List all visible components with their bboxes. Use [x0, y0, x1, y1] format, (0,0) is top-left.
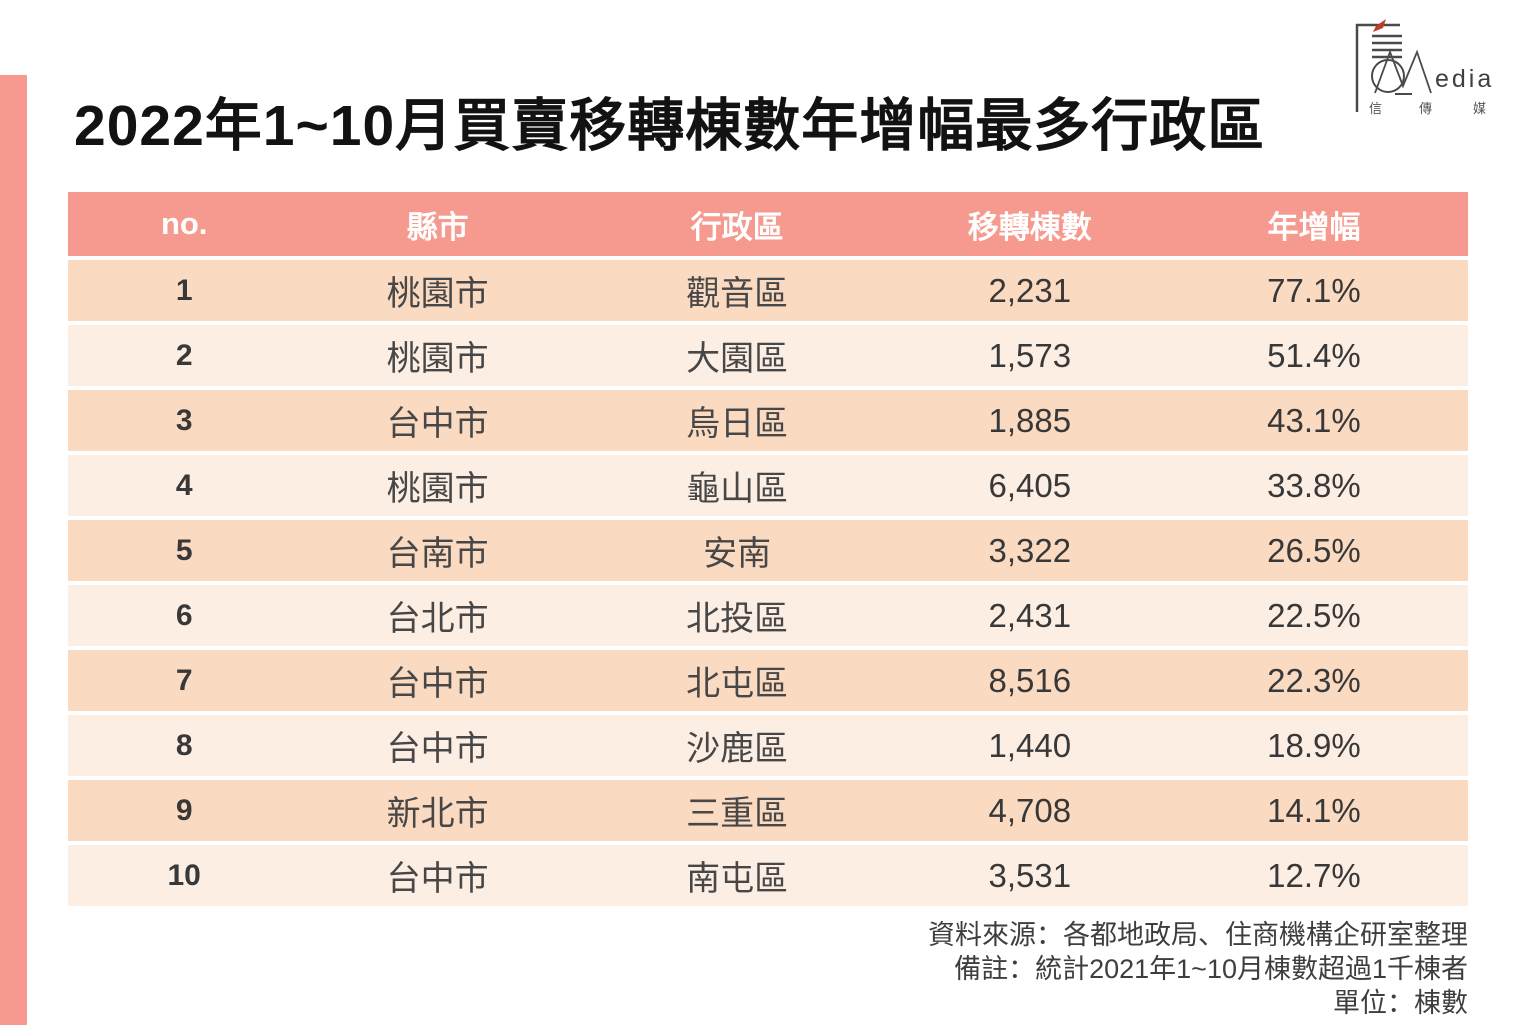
row-yoy-growth: 77.1%: [1267, 271, 1361, 309]
row-rank: 3: [175, 403, 193, 437]
row-rank: 10: [167, 858, 201, 892]
header-yoy-growth: 年增幅: [1267, 209, 1361, 245]
table-row: 2 桃園市 大園區 1,573 51.4%: [68, 325, 1468, 386]
row-rank: 6: [175, 598, 193, 632]
header-no: no.: [160, 206, 208, 241]
footnotes: 資料來源：各都地政局、住商機構企研室整理 備註：統計2021年1~10月棟數超過…: [928, 918, 1468, 1020]
table-row: 8 台中市 沙鹿區 1,440 18.9%: [68, 715, 1468, 776]
row-city: 台中市: [386, 730, 489, 768]
row-district: 安南: [703, 535, 772, 573]
table-row: 7 台中市 北屯區 8,516 22.3%: [68, 650, 1468, 711]
row-transfer-count: 3,531: [988, 856, 1072, 894]
row-city: 台中市: [386, 860, 489, 898]
row-district: 北屯區: [686, 665, 789, 703]
header-district: 行政區: [690, 209, 784, 245]
table-row: 1 桃園市 觀音區 2,231 77.1%: [68, 260, 1468, 321]
header-transfer-count: 移轉棟數: [967, 209, 1092, 245]
row-transfer-count: 3,322: [988, 531, 1072, 569]
row-rank: 9: [175, 793, 193, 827]
row-city: 台南市: [386, 535, 489, 573]
row-yoy-growth: 33.8%: [1267, 466, 1361, 504]
row-yoy-growth: 26.5%: [1267, 531, 1361, 569]
row-transfer-count: 1,573: [988, 336, 1072, 374]
row-transfer-count: 2,431: [988, 596, 1072, 634]
ranking-table: no. 縣市 行政區 移轉棟數 年增幅 1 桃園市 觀音區 2,231 77.1…: [68, 192, 1468, 910]
row-district: 觀音區: [686, 275, 789, 313]
row-district: 烏日區: [686, 405, 789, 443]
row-transfer-count: 6,405: [988, 466, 1072, 504]
logo-latin-text: edia: [1435, 65, 1494, 93]
row-city: 桃園市: [386, 470, 489, 508]
row-city: 桃園市: [386, 275, 489, 313]
page-title: 2022年1~10月買賣移轉棟數年增幅最多行政區: [74, 94, 1266, 158]
row-transfer-count: 2,231: [988, 271, 1072, 309]
logo-char-mei: 媒: [1473, 101, 1486, 116]
row-transfer-count: 4,708: [988, 791, 1072, 829]
row-district: 北投區: [686, 600, 789, 638]
row-transfer-count: 1,885: [988, 401, 1072, 439]
cmmedia-logo-icon: edia 信 傳 媒: [1355, 19, 1494, 116]
logo-char-chuan: 傳: [1419, 101, 1432, 116]
table-row: 3 台中市 烏日區 1,885 43.1%: [68, 390, 1468, 451]
row-yoy-growth: 18.9%: [1267, 726, 1361, 764]
footnote-note: 備註：統計2021年1~10月棟數超過1千棟者: [954, 954, 1468, 984]
row-rank: 2: [175, 338, 193, 372]
footnote-source: 資料來源：各都地政局、住商機構企研室整理: [928, 920, 1468, 950]
row-city: 新北市: [386, 795, 489, 833]
row-yoy-growth: 12.7%: [1267, 856, 1361, 894]
row-city: 台中市: [386, 405, 489, 443]
row-transfer-count: 8,516: [988, 661, 1072, 699]
row-rank: 5: [175, 533, 193, 567]
table-row: 6 台北市 北投區 2,431 22.5%: [68, 585, 1468, 646]
row-district: 南屯區: [686, 860, 789, 898]
row-rank: 1: [175, 273, 193, 307]
table-row: 9 新北市 三重區 4,708 14.1%: [68, 780, 1468, 841]
table-body: 1 桃園市 觀音區 2,231 77.1% 2 桃園市 大園區 1,573 51…: [68, 260, 1468, 906]
row-yoy-growth: 22.3%: [1267, 661, 1361, 699]
row-district: 龜山區: [686, 470, 789, 508]
logo-char-xin: 信: [1369, 101, 1382, 116]
header-city: 縣市: [406, 209, 469, 245]
row-city: 桃園市: [386, 340, 489, 378]
cmmedia-logo: edia 信 傳 媒: [1345, 12, 1510, 124]
row-city: 台北市: [386, 600, 489, 638]
row-rank: 8: [175, 728, 193, 762]
row-yoy-growth: 51.4%: [1267, 336, 1361, 374]
row-yoy-growth: 43.1%: [1267, 401, 1361, 439]
row-yoy-growth: 14.1%: [1267, 791, 1361, 829]
table-row: 10 台中市 南屯區 3,531 12.7%: [68, 845, 1468, 906]
row-transfer-count: 1,440: [988, 726, 1072, 764]
row-rank: 7: [175, 663, 193, 697]
row-district: 沙鹿區: [686, 730, 789, 768]
table-row: 5 台南市 安南 3,322 26.5%: [68, 520, 1468, 581]
table-row: 4 桃園市 龜山區 6,405 33.8%: [68, 455, 1468, 516]
footnote-unit: 單位：棟數: [1333, 988, 1468, 1018]
row-district: 三重區: [686, 795, 789, 833]
left-accent-bar: [0, 75, 27, 1025]
row-yoy-growth: 22.5%: [1267, 596, 1361, 634]
row-district: 大園區: [686, 340, 789, 378]
row-rank: 4: [175, 468, 193, 502]
table-header-row: no. 縣市 行政區 移轉棟數 年增幅: [68, 192, 1468, 256]
row-city: 台中市: [386, 665, 489, 703]
